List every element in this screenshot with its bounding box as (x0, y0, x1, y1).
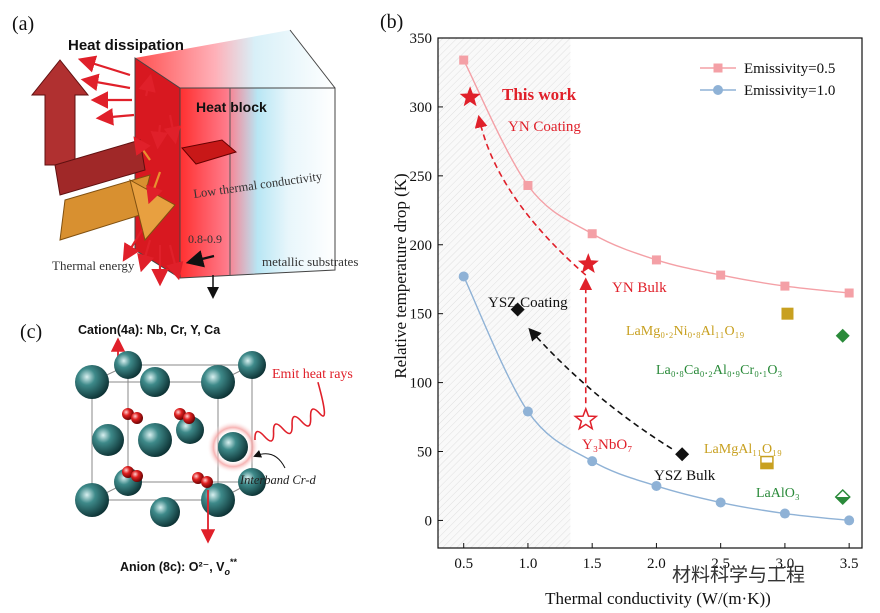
point-star-filled (577, 253, 599, 273)
anion-label: Anion (8c): O²⁻, Vo** (120, 557, 238, 577)
y-tick-label: 100 (410, 376, 433, 392)
ysz-bulk-label: YSZ Bulk (654, 468, 716, 484)
y-tick-label: 0 (425, 513, 433, 529)
y3nbo7-label: Y₃NbO₇ (582, 437, 632, 453)
legend-label-1: Emissivity=0.5 (744, 61, 835, 77)
x-tick-label: 0.5 (454, 556, 473, 572)
cation-spheres (75, 351, 266, 527)
panel-b-chart: (b) 0.5 1.0 1.5 2.0 2.5 3.0 3.5 0 50 100 150 200 250… (380, 11, 863, 608)
series-1-point (780, 281, 790, 291)
y-tick-label: 200 (410, 238, 433, 254)
shaded-region-tint (438, 38, 571, 548)
x-axis-label: Thermal conductivity (W/(m·K)) (545, 589, 771, 608)
point-diamond (675, 447, 690, 462)
anion-spheres (122, 408, 213, 488)
series-2-point (844, 515, 855, 526)
plot-frame (437, 37, 863, 549)
lamgnial-label: LaMg₀.₂Ni₀.₈Al₁₁O₁₉ (626, 324, 744, 339)
point-square (781, 307, 794, 320)
interband-arrow (253, 450, 286, 469)
x-tick-label: 1.0 (519, 556, 538, 572)
x-tick-label: 2.0 (647, 556, 666, 572)
shaded-region (438, 38, 571, 548)
point-diamond (510, 302, 525, 317)
legend-label-2: Emissivity=1.0 (744, 83, 835, 99)
series-2-point (651, 480, 662, 491)
laalo3-label: LaAlO₃ (756, 486, 800, 501)
heat-dissipation-label: Heat dissipation (68, 37, 184, 54)
x-tick-label: 3.0 (776, 556, 795, 572)
arrow-ysz-bulk-to-coating (528, 327, 673, 450)
y-tick-label: 300 (410, 100, 433, 116)
metallic-substrates-label: metallic substrates (262, 254, 358, 269)
series-1-point (716, 270, 726, 280)
point-square-half-fill (760, 462, 773, 469)
x-tick-label: 1.5 (583, 556, 602, 572)
yn-bulk-label: YN Bulk (612, 280, 667, 296)
emissivity-arrow (185, 250, 215, 268)
x-tick-label: 3.5 (840, 556, 859, 572)
series-1-point (587, 229, 597, 239)
y-tick-label: 150 (410, 307, 433, 323)
lacaalcr-label: La₀.₈Ca₀.₂Al₀.₉Cr₀.₁O₃ (656, 363, 782, 378)
cation-label: Cation(4a): Nb, Cr, Y, Ca (78, 323, 221, 337)
lamgal-label: LaMgAl₁₁O₁₉ (704, 442, 782, 457)
data-marks (458, 55, 855, 526)
series-2-point (587, 456, 598, 467)
watermark: 材料科学与工程 (672, 565, 806, 586)
point-star-filled (459, 86, 481, 107)
series-1-point (523, 180, 533, 190)
emit-heat-rays-label: Emit heat rays (272, 367, 353, 382)
ysz-coating-label: YSZ Coating (488, 295, 568, 311)
series-2-point (779, 508, 790, 519)
point-diamond-half-fill (835, 497, 850, 504)
panel-c-label: (c) (20, 321, 42, 343)
interband-label: Interband Cr-d (239, 473, 317, 487)
heat-rays-wave (254, 382, 326, 442)
heat-block-label: Heat block (196, 99, 267, 115)
y-tick-label: 50 (417, 445, 432, 461)
arrow-bulk-to-coating (474, 114, 587, 276)
panel-c: (c) Cation(4a): Nb, Cr, Y, Ca (20, 321, 353, 577)
heat-arrows-3d (30, 59, 238, 242)
series-2-point (522, 406, 533, 417)
panel-a: (a) (12, 13, 358, 299)
legend-marker-1 (713, 63, 723, 73)
series-1-point (844, 288, 854, 298)
thermal-energy-label: Thermal energy (52, 258, 135, 273)
heat-dissipation-arrows (77, 55, 184, 287)
y-axis-label: Relative temperature drop (K) (391, 173, 410, 378)
series-1-point (651, 255, 661, 265)
series-2-point (715, 497, 726, 508)
heat-block-slab (134, 29, 336, 279)
series-1-point (459, 55, 469, 65)
legend-marker-2 (713, 85, 723, 95)
point-star-open (573, 406, 599, 431)
guide-arrows (474, 114, 673, 450)
series-2-point (458, 271, 469, 282)
this-work-label: This work (502, 85, 577, 104)
panel-a-label: (a) (12, 13, 34, 35)
y-tick-label: 250 (410, 169, 433, 185)
x-tick-label: 2.5 (711, 556, 730, 572)
point-diamond (835, 328, 850, 343)
emissivity-range-label: 0.8-0.9 (188, 232, 222, 246)
axes: 0.5 1.0 1.5 2.0 2.5 3.0 3.5 0 50 100 150 200 250 300 3… (410, 31, 859, 572)
point-labels: This work YN Coating YN Bulk YSZ Coating YSZ… (488, 85, 800, 501)
y-tick-label: 350 (410, 31, 433, 47)
panel-b-label: (b) (380, 11, 403, 33)
yn-coating-label: YN Coating (508, 119, 581, 135)
thermal-energy-arrows (133, 136, 163, 205)
legend: Emissivity=0.5 Emissivity=1.0 (700, 61, 835, 99)
